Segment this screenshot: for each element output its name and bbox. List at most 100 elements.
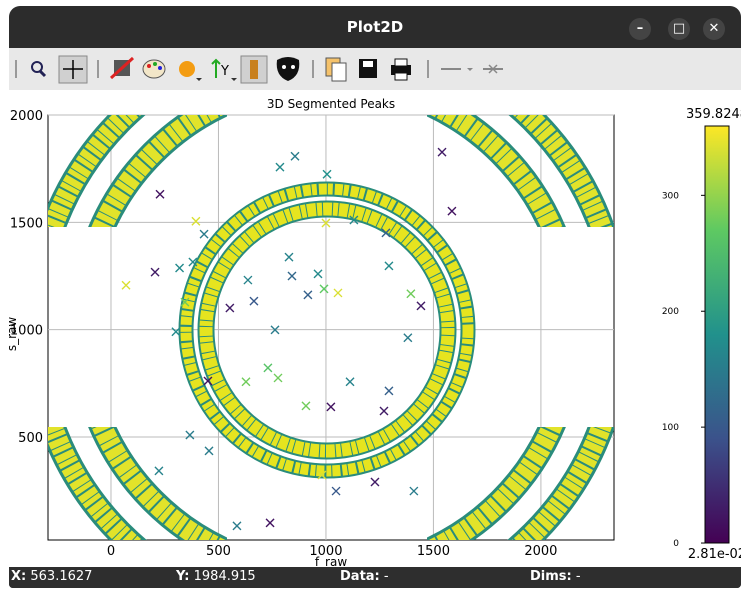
plot-area: 3D Segmented Peaks f_raw s_raw 359.8248 …	[9, 90, 741, 569]
y-tick-label: 1500	[10, 216, 43, 231]
peak-marker	[416, 301, 426, 311]
y-axis-label: s_raw	[9, 317, 19, 352]
peak-marker	[284, 252, 294, 262]
x-tick-label: 1000	[309, 544, 342, 559]
peak-marker	[265, 518, 275, 528]
peak-marker	[333, 288, 343, 298]
colorbar	[704, 125, 730, 544]
peak-marker	[263, 363, 273, 373]
x-axis-label: f_raw	[315, 555, 348, 567]
x-tick-label: 500	[206, 544, 231, 559]
peak-marker	[409, 486, 419, 496]
reset-button[interactable]	[109, 56, 135, 80]
peak-marker	[313, 269, 323, 279]
peak-marker	[225, 303, 235, 313]
x-tick-label: 0	[107, 544, 115, 559]
window-title: Plot2D	[346, 18, 404, 36]
peak-marker	[384, 261, 394, 271]
peak-marker	[273, 373, 283, 383]
peak-marker	[319, 284, 329, 294]
peak-marker	[345, 377, 355, 387]
peak-marker	[150, 267, 160, 277]
colorbar-max-label: 359.8248	[686, 107, 741, 122]
peak-marker	[180, 297, 190, 307]
colorbar-min-label: 2.81e-02	[688, 547, 741, 562]
toolbar: Y	[9, 48, 741, 90]
colorbar-tick-label: 200	[662, 307, 679, 317]
y-tick-label: 500	[18, 431, 43, 446]
maximize-button[interactable]: □	[668, 18, 690, 40]
peak-marker	[154, 466, 164, 476]
peak-marker	[270, 325, 280, 335]
status-data-label: Data:	[340, 569, 380, 584]
peak-marker	[317, 470, 327, 480]
peak-marker	[171, 327, 181, 337]
peak-marker	[290, 151, 300, 161]
colormap-button[interactable]	[142, 59, 166, 79]
symbol-button[interactable]	[179, 61, 202, 81]
colorbar-tick-label: 100	[662, 423, 679, 433]
peak-marker	[326, 402, 336, 412]
chart: 3D Segmented Peaks f_raw s_raw 359.8248 …	[9, 97, 741, 569]
save-button[interactable]	[359, 59, 377, 78]
peak-marker	[381, 228, 391, 238]
peak-marker	[241, 377, 251, 387]
peak-marker	[175, 263, 185, 273]
y-tick-label: 1000	[10, 324, 43, 339]
peak-marker	[199, 229, 209, 239]
peak-marker	[243, 275, 253, 285]
svg-text:Y: Y	[220, 64, 229, 79]
status-y-value: 1984.915	[193, 569, 256, 584]
minimize-button[interactable]: –	[629, 18, 651, 40]
peak-marker	[321, 218, 331, 228]
y-axis-button[interactable]: Y	[211, 58, 237, 81]
x-tick-label: 2000	[524, 544, 557, 559]
status-dims-value: -	[575, 569, 581, 584]
status-x-label: X:	[11, 569, 27, 584]
peak-marker	[204, 446, 214, 456]
peak-marker	[447, 206, 457, 216]
peak-marker	[121, 280, 131, 290]
toolbar-icons: Y	[15, 55, 503, 84]
marker-button[interactable]	[483, 64, 503, 74]
colorbar-tick-label: 0	[673, 539, 679, 549]
peak-marker	[406, 289, 416, 299]
peak-marker	[384, 386, 394, 396]
peak-marker	[275, 162, 285, 172]
status-y-label: Y:	[176, 569, 190, 584]
peak-marker	[331, 486, 341, 496]
print-button[interactable]	[391, 58, 411, 81]
peak-marker	[203, 376, 213, 386]
x-tick-label: 1500	[417, 544, 450, 559]
peak-marker	[301, 401, 311, 411]
line-style-button[interactable]	[441, 68, 473, 71]
close-button[interactable]: ✕	[703, 18, 725, 40]
zoom-button[interactable]	[31, 61, 47, 78]
status-x-value: 563.1627	[30, 569, 93, 584]
colorbar-button[interactable]	[240, 55, 268, 84]
peak-marker	[249, 296, 259, 306]
chart-title: 3D Segmented Peaks	[267, 97, 395, 111]
colorbar-tick-label: 300	[662, 191, 679, 201]
peak-marker	[287, 271, 297, 281]
peak-marker	[379, 406, 389, 416]
peak-marker	[232, 521, 242, 531]
peak-marker	[322, 169, 332, 179]
peak-marker	[403, 333, 413, 343]
peak-marker	[303, 290, 313, 300]
peak-marker	[185, 430, 195, 440]
copy-button[interactable]	[325, 57, 347, 82]
title-bar: Plot2D – □ ✕	[9, 6, 741, 48]
status-bar: X: 563.1627 Y: 1984.915 Data: - Dims: -	[9, 567, 741, 588]
status-dims-label: Dims:	[530, 569, 572, 584]
pan-button[interactable]	[58, 55, 88, 84]
status-data-value: -	[383, 569, 389, 584]
window: Plot2D – □ ✕ Y	[9, 6, 741, 588]
peak-marker	[188, 257, 198, 267]
peak-marker	[155, 189, 165, 199]
peak-marker	[349, 215, 359, 225]
peak-marker	[191, 216, 201, 226]
mask-button[interactable]	[276, 57, 300, 81]
peak-marker	[437, 147, 447, 157]
y-tick-label: 2000	[10, 109, 43, 124]
